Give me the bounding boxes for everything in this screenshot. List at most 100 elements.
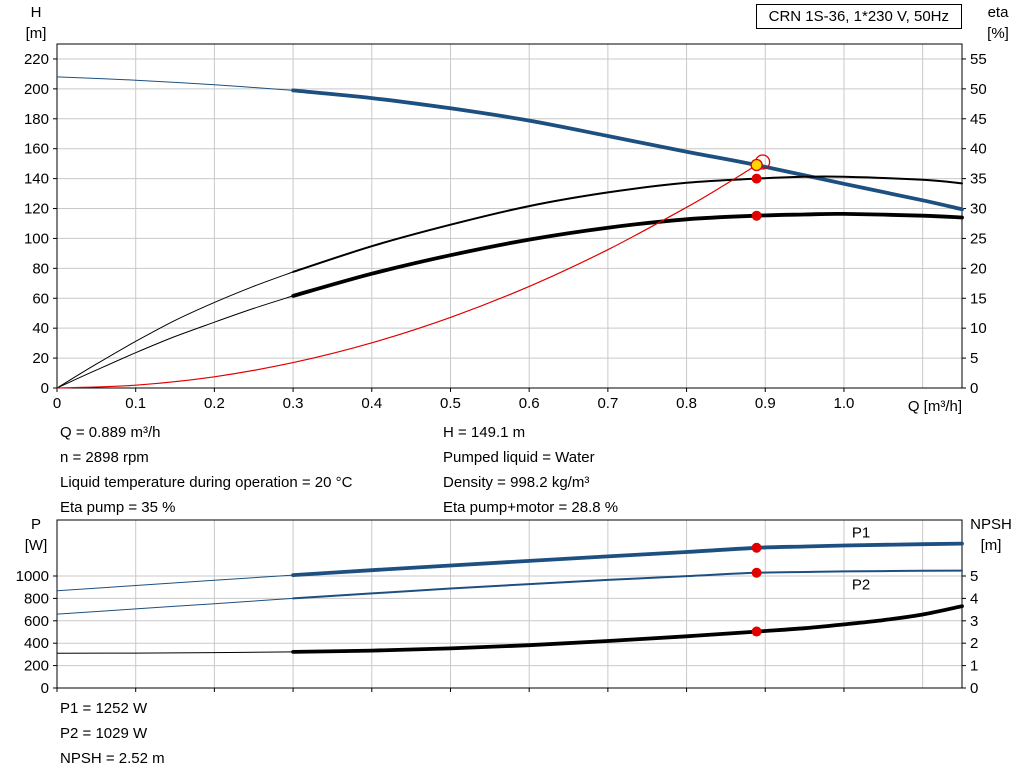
series-label-p1: P1 [852, 524, 870, 541]
x-tick-label: 0.3 [283, 395, 304, 412]
curve-h-curve-thin [56, 76, 294, 91]
y-right-tick-label: 4 [970, 590, 978, 607]
eta-axis-symbol: eta [987, 4, 1009, 21]
info-line-q: Q = 0.889 m³/h [60, 424, 161, 441]
operating-data-right-column: H = 149.1 m Pumped liquid = Water Densit… [443, 420, 618, 520]
q-axis-title: Q [m³/h] [907, 398, 962, 415]
x-tick-label: 0.9 [755, 395, 776, 412]
duty-point [750, 158, 763, 172]
p-axis-unit: [W] [24, 537, 48, 554]
curve-system-curve [56, 164, 757, 389]
operating-point [751, 542, 762, 553]
info-line-h: H = 149.1 m [443, 424, 526, 441]
y-left-tick-label: 400 [24, 635, 49, 652]
y-left-tick-label: 220 [24, 51, 49, 68]
y-right-tick-label: 20 [970, 260, 987, 277]
x-tick-label: 0.5 [440, 395, 461, 412]
y-left-tick-label: 120 [24, 201, 49, 218]
x-tick-label: 0 [53, 395, 61, 412]
curve-eta-pump-curve-thin [56, 271, 294, 389]
info-line-eta-pump-motor: Eta pump+motor = 28.8 % [443, 499, 619, 516]
y-left-tick-label: 1000 [16, 568, 49, 585]
eta-axis-unit: [%] [987, 25, 1009, 42]
y-left-tick-label: 200 [24, 658, 49, 675]
x-tick-label: 0.2 [204, 395, 225, 412]
y-left-tick-label: 800 [24, 590, 49, 607]
npsh-axis-unit: [m] [980, 537, 1002, 554]
x-tick-label: 0.6 [519, 395, 540, 412]
operating-point [751, 210, 762, 221]
curve-eta-pump-motor-curve-thin [56, 295, 294, 389]
y-right-tick-label: 40 [970, 141, 987, 158]
x-tick-label: 0.4 [361, 395, 382, 412]
npsh-axis-symbol: NPSH [970, 516, 1012, 533]
y-left-tick-label: 0 [41, 380, 49, 397]
operating-point [751, 626, 762, 637]
y-right-tick-label: 10 [970, 320, 987, 337]
y-right-tick-label: 5 [970, 350, 978, 367]
curve-p1-curve [291, 541, 964, 577]
y-right-tick-label: 15 [970, 290, 987, 307]
operating-point [751, 567, 762, 578]
curve-eta-pump-motor-curve [291, 211, 964, 298]
y-right-tick-label: 5 [970, 568, 978, 585]
curve-npsh-curve [291, 604, 964, 654]
x-tick-label: 1.0 [834, 395, 855, 412]
curve-eta-pump-curve [292, 175, 963, 273]
info-line-npsh: NPSH = 2.52 m [60, 750, 165, 767]
y-right-tick-label: 45 [970, 111, 987, 128]
y-left-tick-label: 20 [32, 350, 49, 367]
y-left-tick-label: 140 [24, 171, 49, 188]
x-tick-label: 0.8 [676, 395, 697, 412]
info-line-p2: P2 = 1029 W [60, 725, 148, 742]
p-axis-symbol: P [30, 516, 41, 533]
curve-p1-curve-thin [56, 574, 294, 592]
y-left-tick-label: 200 [24, 81, 49, 98]
y-right-tick-label: 0 [970, 680, 978, 697]
info-line-pumped-liquid: Pumped liquid = Water [443, 449, 595, 466]
y-left-tick-label: 180 [24, 111, 49, 128]
y-left-tick-label: 40 [32, 320, 49, 337]
y-right-tick-label: 2 [970, 635, 978, 652]
curve-p2-curve [292, 569, 963, 600]
curve-h-curve [291, 88, 964, 212]
info-line-n: n = 2898 rpm [60, 449, 149, 466]
h-axis-title: H [m] [14, 2, 58, 44]
y-right-tick-label: 35 [970, 171, 987, 188]
y-left-tick-label: 160 [24, 141, 49, 158]
info-line-density: Density = 998.2 kg/m³ [443, 474, 590, 491]
y-right-tick-label: 30 [970, 201, 987, 218]
pump-title-box: CRN 1S-36, 1*230 V, 50Hz [755, 4, 962, 29]
y-right-tick-label: 25 [970, 230, 987, 247]
operating-point [751, 173, 762, 184]
y-left-tick-label: 100 [24, 230, 49, 247]
plot-border [56, 43, 963, 389]
npsh-axis-title: NPSH [m] [960, 514, 1022, 556]
eta-axis-title: eta [%] [974, 2, 1022, 44]
info-line-p1: P1 = 1252 W [60, 700, 148, 717]
x-tick-label: 0.7 [597, 395, 618, 412]
y-right-tick-label: 55 [970, 51, 987, 68]
y-left-tick-label: 0 [41, 680, 49, 697]
plot-border [56, 519, 963, 689]
y-right-tick-label: 0 [970, 380, 978, 397]
info-line-liquid-temp: Liquid temperature during operation = 20… [60, 474, 353, 491]
curve-p2-curve-thin [56, 597, 294, 615]
y-left-tick-label: 60 [32, 290, 49, 307]
y-right-tick-label: 1 [970, 658, 978, 675]
x-tick-label: 0.1 [125, 395, 146, 412]
h-axis-unit: [m] [25, 25, 47, 42]
series-label-p2: P2 [852, 576, 870, 593]
info-line-eta-pump: Eta pump = 35 % [60, 499, 176, 516]
p-axis-title: P [W] [14, 514, 58, 556]
operating-data-left-column: Q = 0.889 m³/h n = 2898 rpm Liquid tempe… [60, 420, 352, 520]
y-right-tick-label: 3 [970, 613, 978, 630]
y-left-tick-label: 80 [32, 260, 49, 277]
curve-npsh-curve-thin [56, 651, 294, 654]
y-left-tick-label: 600 [24, 613, 49, 630]
h-axis-symbol: H [30, 4, 42, 21]
power-npsh-data-column: P1 = 1252 W P2 = 1029 W NPSH = 2.52 m [60, 696, 165, 771]
y-right-tick-label: 50 [970, 81, 987, 98]
